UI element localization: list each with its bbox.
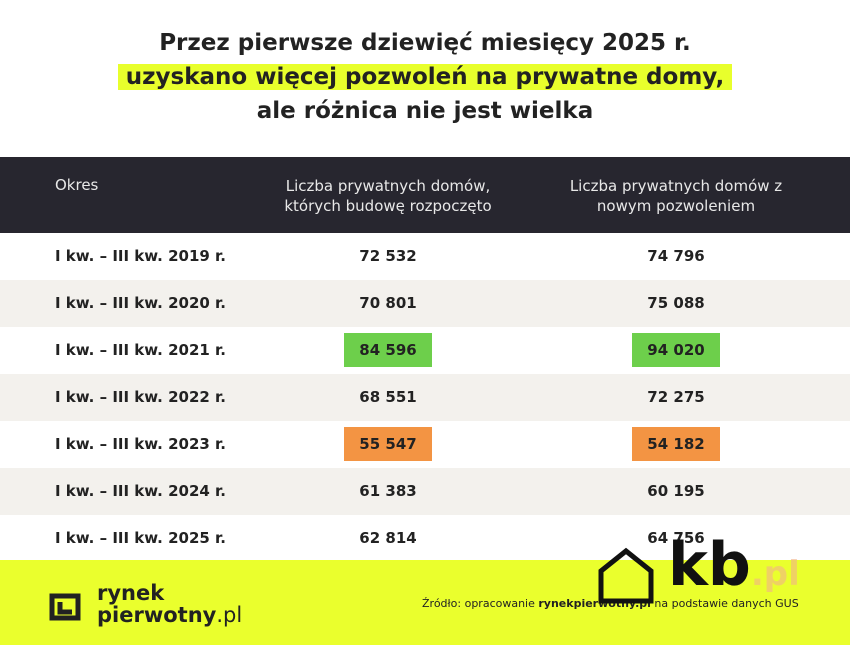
header-cell: Liczba prywatnych domów, których budowę … <box>284 177 492 215</box>
header-cell: Liczba prywatnych domów z nowym pozwolen… <box>569 177 783 215</box>
watermark-icon <box>598 547 654 604</box>
table-cell: I kw. – III kw. 2021 r. <box>55 341 227 359</box>
table-cell: I kw. – III kw. 2024 r. <box>55 482 227 500</box>
watermark: kb <box>668 530 751 600</box>
table-cell: 60 195 <box>647 482 705 500</box>
table-header: Okres Liczba prywatnych domów, których b… <box>0 157 850 233</box>
source: na podstawie danych GUS <box>650 597 799 610</box>
table-row: I kw. – III kw. 2025 r. 62 814 64 756 <box>0 515 850 562</box>
table-cell: I kw. – III kw. 2019 r. <box>55 247 227 265</box>
logo-text: pierwotny <box>97 603 217 627</box>
table-cell: 62 814 <box>359 529 417 547</box>
table-cell: 70 801 <box>359 294 417 312</box>
table-cell: 55 547 <box>344 427 432 461</box>
table-row: I kw. – III kw. 2023 r. 55 547 54 182 <box>0 421 850 468</box>
title-line: Przez pierwsze dziewięć miesięcy 2025 r. <box>159 30 691 56</box>
watermark: .pl <box>750 554 800 594</box>
title-line: uzyskano więcej pozwoleń na prywatne dom… <box>117 64 733 90</box>
logo-text: .pl <box>216 603 243 627</box>
table-cell: 68 551 <box>359 388 417 406</box>
table-cell: 94 020 <box>632 333 720 367</box>
table-cell: I kw. – III kw. 2023 r. <box>55 435 227 453</box>
table-cell: 84 596 <box>344 333 432 367</box>
logo-icon <box>49 593 81 621</box>
table-row: I kw. – III kw. 2020 r. 70 801 75 088 <box>0 280 850 327</box>
table-cell: 54 182 <box>632 427 720 461</box>
table-row: I kw. – III kw. 2022 r. 68 551 72 275 <box>0 374 850 421</box>
table-cell: 72 532 <box>359 247 417 265</box>
table-row: I kw. – III kw. 2024 r. 61 383 60 195 <box>0 468 850 515</box>
table-row: I kw. – III kw. 2021 r. 84 596 94 020 <box>0 327 850 374</box>
title-line: ale różnica nie jest wielka <box>256 98 594 124</box>
table-cell: I kw. – III kw. 2022 r. <box>55 388 227 406</box>
source: Źródło: opracowanie <box>422 597 539 610</box>
header-cell: Okres <box>55 176 99 194</box>
table-cell: 61 383 <box>359 482 417 500</box>
table-cell: 64 756 <box>647 529 705 547</box>
table-cell: 72 275 <box>647 388 705 406</box>
table-row: I kw. – III kw. 2019 r. 72 532 74 796 <box>0 233 850 280</box>
table-cell: 74 796 <box>647 247 705 265</box>
table-cell: 75 088 <box>647 294 705 312</box>
table-cell: I kw. – III kw. 2020 r. <box>55 294 227 312</box>
table-cell: I kw. – III kw. 2025 r. <box>55 529 227 547</box>
logo-text: rynek <box>97 581 165 605</box>
